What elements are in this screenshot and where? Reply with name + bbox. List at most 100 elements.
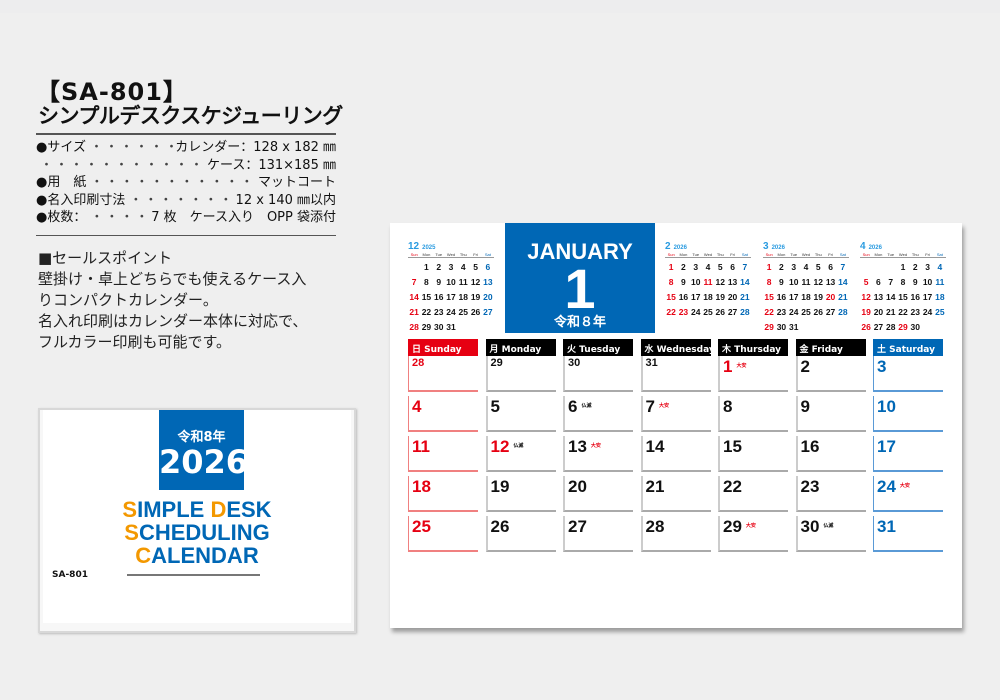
mini-day: 28: [740, 307, 750, 317]
mini-day: 6: [876, 277, 881, 287]
logo-line: SCHEDULING: [43, 521, 351, 544]
mini-day: 24: [690, 307, 701, 317]
day-cell: 27: [563, 516, 633, 552]
mini-days: 1 2 3 4 5 6 7 8 9 10 11 12 13 14 15 16 17 18 19 20 21 22 23 24 2…: [763, 260, 849, 335]
rokuyo-label: 仏滅: [823, 523, 834, 529]
day-number: 21: [645, 477, 665, 496]
mini-day: 24: [788, 307, 799, 317]
day-number: 5: [490, 397, 500, 416]
mini-day: 6: [485, 262, 491, 272]
rokuyo-label: 大安: [658, 403, 669, 409]
day-number: 30: [568, 357, 581, 369]
mini-day: 26: [861, 322, 871, 332]
mini-day: 9: [681, 277, 686, 287]
mini-day: 11: [935, 277, 945, 287]
mini-weekdays: Sun Mon Tue Wed Thu Fri Sat: [408, 252, 494, 258]
mini-day: 4: [937, 262, 943, 272]
day-cell: 9: [795, 396, 866, 432]
week-row: 11 12 仏滅 13 大安 14 15 16 17: [408, 436, 943, 476]
day-number: 31: [645, 357, 658, 369]
mini-day: 22: [898, 307, 908, 317]
mini-day: 28: [409, 322, 419, 332]
day-cell: 29: [485, 356, 556, 392]
day-number: 28: [412, 357, 425, 369]
mini-day: 12: [813, 277, 824, 287]
day-number: 17: [877, 437, 896, 456]
mini-month: 12 2025: [408, 241, 494, 252]
mini-day: 21: [838, 292, 848, 302]
day-number: 7: [645, 397, 655, 416]
mini-day: 23: [776, 307, 787, 317]
mini-weekday: Fri: [925, 252, 930, 257]
calendar-page: JANUARY 1 令和８年 日 Sunday 月 Monday 火 Tuesday…: [390, 223, 962, 628]
weekday-header-1: 月 Monday: [485, 339, 556, 356]
week-row: 25 26 27 28 29 大安 30 仏滅 31: [408, 516, 943, 556]
weekday-header-0: 日 Sunday: [408, 339, 478, 356]
mini-day: 25: [458, 307, 469, 317]
spec-value: カレンダー：128 x 182 ㎜: [175, 140, 336, 155]
day-cell: 20: [563, 476, 633, 512]
day-number: 20: [568, 477, 587, 496]
mini-day: 25: [801, 307, 811, 317]
mini-weekday: Wed: [446, 252, 456, 257]
day-cell: 14: [640, 436, 711, 472]
rokuyo-label: 大安: [590, 443, 601, 449]
mini-weekday: Sun: [862, 252, 870, 257]
spec-value: ケース：131×185 ㎜: [206, 157, 336, 173]
day-number: 29: [490, 357, 503, 369]
day-cell: 21: [640, 476, 711, 512]
mini-day: 6: [730, 262, 735, 272]
day-number: 8: [723, 397, 733, 416]
mini-weekday: Mon: [679, 252, 688, 257]
day-cell: 6 仏滅: [563, 396, 633, 432]
mini-month: 4 2026: [860, 241, 946, 252]
week-row: 4 5 6 仏滅 7 大安 8 9 10: [408, 396, 943, 436]
day-number: 29: [723, 517, 742, 536]
month-number: 1: [564, 257, 596, 320]
day-number: 22: [723, 477, 742, 496]
day-cell: 10: [873, 396, 943, 432]
logo-initial: S: [124, 520, 139, 545]
mini-day: 15: [666, 292, 676, 302]
mini-weekday: Sun: [765, 252, 773, 257]
logo-initial: C: [135, 543, 152, 568]
mini-weekday: Fri: [473, 252, 478, 257]
mini-weekdays: Sun Mon Tue Wed Thu Fri Sat: [763, 252, 849, 258]
day-cell: 13 大安: [563, 436, 633, 472]
day-cell: 15: [718, 436, 788, 472]
spec-value: 7 枚 ケース入り OPP 袋添付: [151, 210, 336, 225]
mini-year: 2026: [673, 245, 687, 251]
leader-dots: [86, 209, 151, 227]
mini-calendar: 12 2025 Sun Mon Tue Wed Thu Fri Sat 1 2 3 4 5 6 7 8 9 10 11…: [408, 241, 494, 335]
logo-text: ESK: [226, 497, 272, 522]
leader-dots: [36, 157, 207, 175]
mini-day: 15: [898, 292, 908, 302]
mini-day: 18: [935, 292, 945, 302]
mini-day: 19: [861, 307, 871, 317]
cover-code: SA-801: [52, 570, 88, 580]
day-cell: 3: [873, 356, 943, 392]
cover-fine-print: [127, 574, 260, 576]
mini-day: 19: [470, 292, 481, 302]
mini-weekdays: Sun Mon Tue Wed Thu Fri Sat: [860, 252, 946, 258]
day-number: 14: [645, 437, 665, 456]
mini-day: 16: [433, 292, 444, 302]
weekday-header-3: 水 Wednesday: [640, 339, 715, 356]
day-number: 6: [568, 397, 578, 416]
rokuyo-label: 仏滅: [581, 403, 592, 409]
mini-weekday: Mon: [422, 252, 431, 257]
mini-day: 3: [693, 262, 699, 272]
day-number: 13: [568, 437, 587, 456]
mini-days: 1 2 3 4 5 6 7 8 9 10 11 12 13 14 15 16 17 18 19 20 21 22 23 24 2…: [408, 260, 494, 335]
day-cell: 28: [640, 516, 711, 552]
mini-day: 20: [727, 292, 738, 302]
mini-day: 23: [433, 307, 444, 317]
mini-day: 23: [910, 307, 921, 317]
calendar-cover-image: 令和8年 2026 SIMPLE DESK SCHEDULING CALENDAR …: [38, 408, 356, 633]
day-cell: 28: [408, 356, 478, 392]
leader-dots: [125, 192, 235, 210]
mini-day: 17: [788, 292, 799, 302]
mini-day: 14: [885, 292, 896, 302]
mini-day: 20: [825, 292, 836, 302]
mini-day: 7: [411, 277, 417, 287]
